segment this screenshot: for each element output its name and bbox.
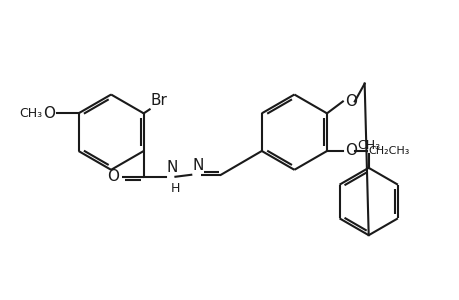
Text: N: N [192, 158, 203, 173]
Text: CH₃: CH₃ [356, 139, 380, 152]
Text: N: N [166, 160, 178, 175]
Text: O: O [344, 94, 356, 109]
Text: O: O [43, 106, 55, 121]
Text: CH₃: CH₃ [20, 107, 43, 120]
Text: CH₂CH₃: CH₂CH₃ [368, 146, 409, 156]
Text: O: O [106, 169, 119, 184]
Text: H: H [170, 182, 179, 195]
Text: O: O [344, 143, 356, 158]
Text: Br: Br [151, 93, 167, 108]
